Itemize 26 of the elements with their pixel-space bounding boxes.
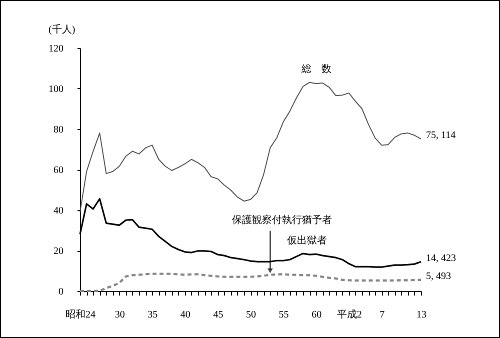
y-tick-label: 80 [54, 124, 64, 136]
y-tick-label: 40 [54, 206, 64, 216]
x-tick-label: 30 [114, 310, 125, 320]
y-tick-label: 0 [58, 286, 64, 298]
data-label: 14, 423 [426, 252, 456, 264]
x-tick-label: 昭和24 [66, 308, 96, 320]
y-tick-label: 100 [48, 84, 64, 95]
x-tick-label: 50 [246, 310, 256, 320]
series-label: 仮出獄者 [286, 234, 327, 247]
x-tick-label: 平成2 [336, 308, 362, 320]
y-tick-label: 120 [48, 44, 64, 54]
x-tick-label: 35 [148, 310, 158, 320]
x-tick-label: 13 [416, 310, 426, 320]
line-series [80, 82, 422, 213]
text: 保護観察付執行猶予者 [232, 214, 332, 226]
series-label: 総 数 [300, 63, 332, 76]
y-axis-title: (千人) [48, 24, 76, 36]
x-tick-label: 60 [312, 310, 322, 320]
data-label: 75, 114 [426, 130, 456, 141]
x-tick-label: 55 [278, 310, 289, 320]
y-tick-label: 60 [54, 165, 64, 176]
x-tick-label: 7 [380, 310, 385, 320]
data-label: 5, 493 [426, 270, 451, 282]
y-tick-label: 20 [54, 246, 64, 257]
x-tick-label: 40 [180, 310, 190, 320]
x-tick-label: 45 [213, 310, 224, 320]
